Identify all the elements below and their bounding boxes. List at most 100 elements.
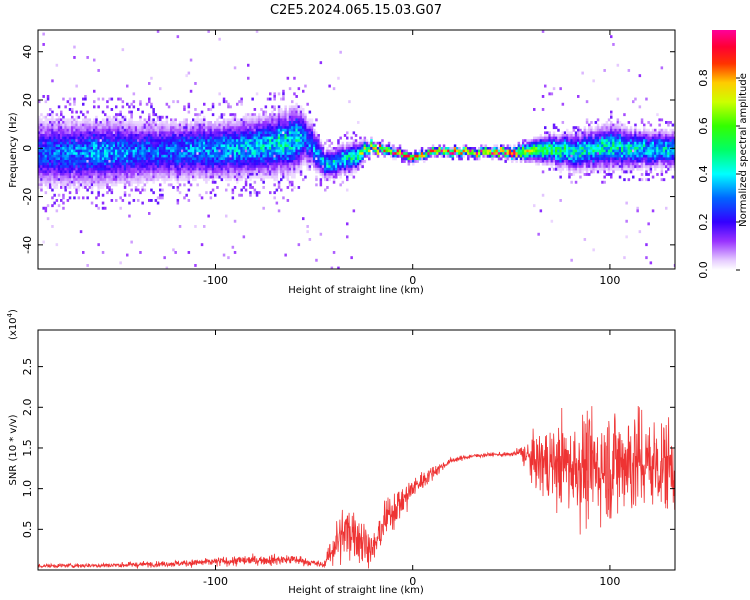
spectrogram-cell [156,144,160,148]
spectrogram-cell [599,154,602,158]
spectrogram-cell [99,173,103,176]
spectrogram-cell [46,113,50,117]
spectrogram-cell [588,149,591,153]
spectrogram-cell [205,134,208,137]
spectrogram-cell [297,118,301,122]
spectrogram-cell [596,157,600,161]
spectrogram-cell [44,209,48,213]
spectrogram-cell [605,121,609,124]
spectrogram-cell [128,105,131,109]
spectrogram-cell [152,126,155,130]
spectrogram-cell [229,139,232,143]
spectrogram-cell [601,157,604,161]
spectrogram-cell [55,165,59,169]
spectrogram-cell [539,209,543,213]
spectrogram-cell [240,149,243,153]
spectrogram-cell [60,136,63,140]
spectrogram-cell [42,43,45,46]
spectrogram-cell [231,188,235,192]
spectrogram-cell [354,139,358,143]
spectrogram-cell [359,152,362,156]
spectrogram-cell [293,144,296,148]
spectrogram-cell [225,167,228,171]
spectrogram-cell [55,175,59,179]
spectrogram-cell [579,141,582,145]
spectrogram-cell [222,173,226,176]
spectrogram-cell [552,141,556,145]
spectrogram-cell [145,162,149,166]
spectrogram-cell [324,157,327,161]
spectrogram-cell [288,162,292,166]
spectrogram-cell [183,167,186,171]
spectrogram-cell [315,118,318,122]
spectrogram-cell [321,152,325,156]
spectrogram-cell [555,134,558,137]
spectrogram-cell [302,123,305,127]
spectrogram-cell [288,152,292,156]
spectrogram-cell [583,162,587,166]
spectrogram-cell [181,136,184,140]
spectrogram-cell [594,160,598,163]
spectrogram-cell [330,152,334,156]
spectrogram-cell [207,123,210,127]
spectrogram-cell [517,154,521,158]
spectrogram-cell [214,121,217,124]
spectrogram-cell [302,217,305,221]
spectrogram-cell [607,160,611,163]
spectrogram-cell [449,152,452,156]
spectrogram-cell [227,183,230,187]
spectrogram-cell [110,154,114,158]
spectrogram-cell [277,162,281,166]
spectrogram-cell [101,173,105,176]
spectrogram-cell [625,131,628,135]
spectrogram-cell [341,149,345,153]
spectrogram-cell [112,126,116,130]
spectrogram-cell [251,131,254,135]
spectrogram-cell [264,126,268,130]
spectrogram-cell [456,154,459,158]
spectrogram-cell [97,173,100,176]
spectrogram-cell [253,180,257,184]
spectrogram-cell [145,128,149,132]
spectrogram-cell [513,147,516,150]
spectrogram-cell [126,173,129,176]
spectrogram-cell [152,113,155,117]
spectrogram-cell [242,157,246,161]
spectrogram-cell [192,136,195,140]
spectrogram-cell [51,180,54,184]
spectrogram-cell [242,235,246,239]
spectrogram-cell [187,154,191,158]
spectrogram-cell [49,136,52,140]
spectrogram-cell [82,131,85,135]
spectrogram-cell [143,178,147,182]
spectrogram-cell [185,165,188,169]
spectrogram-cell [266,97,270,101]
spectrogram-cell [176,144,180,148]
spectrogram-cell [218,37,221,41]
spectrogram-cell [231,149,235,153]
spectrogram-cell [209,152,213,156]
spectrogram-cell [339,147,342,150]
spectrogram-cell [321,160,325,163]
spectrogram-cell [115,115,118,119]
spectrogram-cell [137,126,140,130]
spectrogram-cell [216,139,219,143]
spectrogram-cell [121,105,125,109]
spectrogram-cell [53,128,56,132]
spectrogram-cell [75,188,78,192]
spectrogram-cell [233,173,237,176]
spectrogram-cell [328,84,331,88]
spectrogram-cell [99,154,103,158]
spectrogram-cell [57,170,61,174]
spectrogram-cell [68,157,72,161]
spectrogram-cell [546,131,549,135]
spectrogram-cell [438,147,441,150]
spectrogram-cell [187,147,191,150]
spectrogram-cell [337,165,340,169]
spectrogram-cell [266,152,270,156]
spectrogram-cell [139,165,142,169]
spectrogram-cell [38,173,41,176]
spectrogram-cell [621,170,624,174]
spectrogram-cell [79,134,83,137]
spectrogram-cell [148,147,151,150]
